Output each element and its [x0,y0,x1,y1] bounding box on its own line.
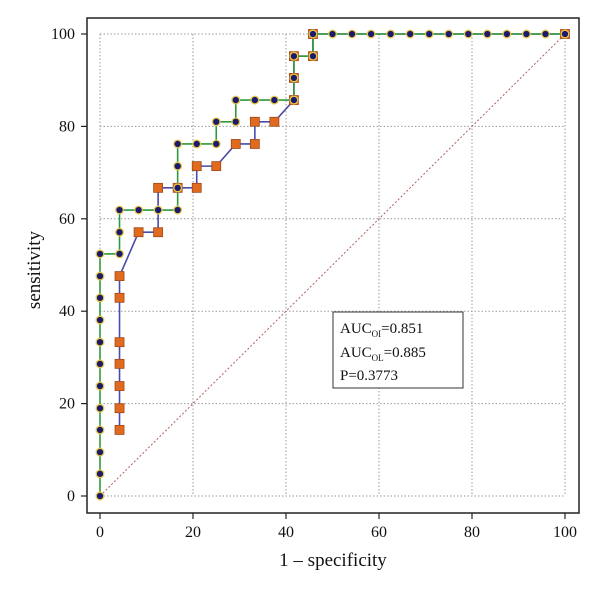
data-point-square [114,381,125,391]
data-point-circle [250,95,260,105]
data-point-circle [95,425,105,435]
legend-auc-ol-value: =0.885 [384,345,426,361]
legend-box [332,311,464,389]
data-point-square [153,227,164,238]
x-tick-label: 60 [371,524,387,541]
data-point-circle [115,205,124,215]
data-point-square [191,182,202,193]
data-point-square [133,227,144,238]
data-point-square [269,116,280,127]
data-point-square [114,358,125,369]
data-point-circle [289,95,299,105]
reference-diagonal-line [99,33,566,497]
data-point-circle [95,359,105,369]
data-point-circle [173,183,183,193]
data-point-square [230,139,241,149]
data-point-circle [211,139,221,149]
data-point-circle [366,29,376,39]
y-tick-label: 0 [67,488,75,505]
data-point-circle [95,293,105,303]
data-point-circle [308,29,318,39]
data-point-circle [386,29,396,39]
x-tick-label: 0 [96,524,104,541]
data-point-circle [134,205,144,215]
data-point-circle [115,249,124,259]
data-point-circle [153,205,163,215]
data-point-circle [289,73,299,83]
legend-line-auc-ol: AUCOL=0.885 [340,345,426,363]
axis-ticks: 0 20 40 60 80 100 0 20 40 60 80 100 [51,26,577,541]
data-point-circle [231,95,241,105]
data-point-circle [173,205,183,215]
data-point-circle [482,29,492,39]
data-point-square [114,403,125,414]
legend-line-auc-oi: AUCOI=0.851 [340,321,423,339]
series-layer [95,29,570,501]
x-tick-label: 40 [278,524,294,541]
data-point-circle [463,29,473,39]
data-point-circle [560,29,570,39]
data-point-square [114,425,125,435]
data-point-circle [502,29,512,39]
data-point-square [114,337,125,348]
data-point-circle [541,29,550,39]
legend-auc-ol-main: AUC [340,345,372,361]
data-point-circle [424,29,434,39]
data-point-square [211,161,222,172]
y-tick-label: 40 [59,303,75,320]
data-point-square [191,161,202,172]
data-point-circle [95,491,105,501]
stats-legend: AUCOI=0.851 AUCOL=0.885 P=0.3773 [332,311,464,389]
data-point-circle [269,95,279,105]
data-point-circle [405,29,415,39]
y-tick-label: 100 [51,26,75,43]
data-point-circle [521,29,531,39]
data-point-circle [192,139,202,149]
data-point-circle [308,51,318,61]
data-point-square [114,292,125,303]
data-point-circle [95,315,105,325]
y-tick-label: 60 [59,211,75,228]
data-point-circle [95,403,105,413]
x-tick-label: 80 [464,524,480,541]
data-point-square [153,182,164,193]
data-point-circle [347,29,357,39]
data-point-circle [115,227,124,237]
data-point-square [114,271,125,281]
data-point-circle [173,161,183,171]
legend-auc-ol-sub: OL [372,353,384,363]
series-line-circle [99,33,565,496]
data-point-circle [289,51,299,61]
data-point-circle [95,447,105,457]
data-point-circle [328,29,337,39]
data-point-circle [95,271,105,281]
legend-auc-oi-value: =0.851 [381,321,423,337]
data-point-circle [95,249,105,259]
data-point-square [249,116,260,127]
y-axis-title: sensitivity [24,230,45,309]
data-point-circle [444,29,454,39]
data-point-circle [95,337,105,347]
data-point-circle [211,117,221,127]
y-tick-label: 20 [59,396,75,413]
legend-auc-oi-sub: OI [372,329,382,339]
plot-background [87,18,579,513]
x-tick-label: 20 [185,524,201,541]
y-tick-label: 80 [59,118,75,135]
plot-frame [86,17,580,514]
x-axis-title: 1 – specificity [279,550,387,571]
legend-line-p-value: P=0.3773 [340,368,398,384]
data-point-circle [95,381,105,391]
data-point-circle [231,117,241,127]
data-point-circle [173,139,183,149]
data-point-circle [95,469,105,479]
legend-auc-oi-main: AUC [340,321,372,337]
data-point-square [249,139,260,149]
x-tick-label: 100 [553,524,577,541]
